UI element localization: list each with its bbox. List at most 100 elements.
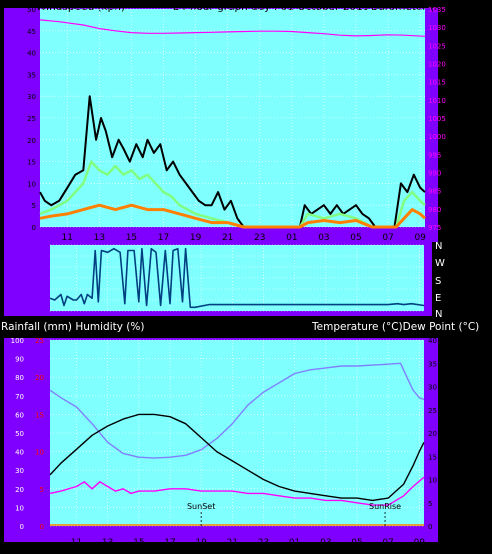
direction-label: E [435,293,441,304]
wind-y-tick-label: 0 [32,224,36,232]
humidity-y-tick-label: 30 [15,467,24,475]
series-barometer [39,19,426,37]
direction-series [49,247,425,309]
wind-x-tick-label: 13 [94,233,105,243]
graph-title: 24 hour graph day : 01 October 2019 [173,1,369,13]
wind-y-tick-label: 50 [27,6,36,14]
rain-y-tick-label: 5 [40,486,44,494]
barometer-y-tick-label: 1035 [428,6,446,14]
barometer-y-tick-label: 980 [428,206,441,214]
barometer-y-tick-label: 1000 [428,133,446,141]
temperature-y-tick-label: 20 [428,430,437,438]
wind-x-tick-label: 23 [254,233,265,243]
humidity-y-tick-label: 90 [15,356,24,364]
temp-x-tick-label: 23 [258,538,269,548]
humidity-y-tick-label: 0 [20,523,24,531]
barometer-y-tick-label: 1020 [428,61,446,69]
sunset-label: SunSet [187,502,215,511]
humidity-y-tick-label: 10 [15,504,24,512]
barometer-y-tick-label: 990 [428,170,441,178]
barometer-y-tick-label: 1010 [428,97,446,105]
direction-label: N [435,309,442,320]
wind-y-tick-label: 35 [27,71,36,79]
wind-x-tick-label: 19 [190,233,202,243]
humidity-y-tick-label: 70 [15,393,24,401]
barometer-y-tick-label: 975 [428,224,441,232]
temperature-y-tick-label: 0 [428,523,432,531]
temp-x-tick-label: 05 [351,538,362,548]
humidity-y-tick-label: 80 [15,374,24,382]
sunrise-label: SunRise [369,502,401,511]
barometer-y-tick-label: 1005 [428,115,446,123]
temperature-y-tick-label: 30 [428,384,437,392]
temperature-y-tick-label: 25 [428,407,437,415]
series-avg-orange [39,203,427,229]
temp-x-tick-label: 15 [133,538,144,548]
wind-axis-title: Windspeed (kph) [36,1,125,13]
wind-axis-labels: 0510152025303540455097598098599099510001… [27,6,446,243]
temperature-axis-title: Temperature (°C)Dew Point (°C) [311,321,479,333]
humidity-y-tick-label: 40 [15,449,24,457]
humidity-y-tick-label: 100 [11,337,24,345]
wind-x-tick-label: 09 [414,233,426,243]
temp-x-tick-label: 17 [164,538,175,548]
barometer-y-tick-label: 985 [428,188,441,196]
wind-y-tick-label: 10 [27,180,36,188]
rain-humidity-axis-title: Rainfall (mm) Humidity (%) [1,321,144,333]
wind-x-tick-label: 15 [126,233,137,243]
temperature-y-tick-label: 5 [428,500,432,508]
series-direction [49,247,425,309]
wind-y-tick-label: 30 [27,93,36,101]
temp-x-tick-label: 07 [382,538,393,548]
rain-y-tick-label: 0 [40,523,44,531]
temp-x-tick-label: 09 [414,538,426,548]
temperature-y-tick-label: 15 [428,453,437,461]
humidity-y-tick-label: 60 [15,411,24,419]
temp-x-tick-label: 11 [71,538,82,548]
wind-x-tick-label: 07 [382,233,393,243]
series-temperature [49,413,425,502]
temp-x-tick-label: 03 [320,538,331,548]
rain-y-tick-label: 15 [35,411,44,419]
rain-y-tick-label: 10 [35,449,44,457]
rain-y-tick-label: 25 [35,337,44,345]
temp-x-tick-label: 13 [102,538,113,548]
humidity-y-tick-label: 20 [15,486,24,494]
temp-x-tick-label: 01 [289,538,300,548]
temp-x-tick-label: 21 [227,538,238,548]
humidity-y-tick-label: 50 [15,430,24,438]
direction-label: S [435,276,441,287]
temperature-y-tick-label: 40 [428,337,437,345]
wind-x-tick-label: 05 [350,233,361,243]
series-gust [39,95,426,228]
series-humidity [49,362,425,459]
wind-y-tick-label: 45 [27,28,36,36]
wind-series [39,19,427,229]
temp-grid [50,339,424,527]
temperature-y-tick-label: 10 [428,477,437,485]
wind-y-tick-label: 15 [27,159,36,167]
wind-x-tick-label: 03 [318,233,329,243]
wind-x-tick-label: 01 [286,233,297,243]
barometer-y-tick-label: 995 [428,151,441,159]
temp-axis-labels: 0102030405060708090100051015202505101520… [11,337,437,548]
direction-label: W [435,258,445,269]
wind-y-tick-label: 5 [32,202,36,210]
barometer-y-tick-label: 1025 [428,42,446,50]
temperature-y-tick-label: 35 [428,360,437,368]
wind-x-tick-label: 11 [62,233,73,243]
wind-y-tick-label: 25 [27,115,36,123]
wind-x-tick-label: 21 [222,233,233,243]
direction-label: N [435,241,442,252]
temp-series [49,362,425,526]
wind-y-tick-label: 40 [27,50,36,58]
rain-y-tick-label: 20 [35,374,44,382]
temp-x-tick-label: 19 [195,538,207,548]
barometer-axis-title: Barometer (hpa) [371,1,458,13]
barometer-y-tick-label: 1030 [428,24,446,32]
series-dewpoint [49,476,425,506]
barometer-y-tick-label: 1015 [428,79,446,87]
wind-x-tick-label: 17 [158,233,169,243]
